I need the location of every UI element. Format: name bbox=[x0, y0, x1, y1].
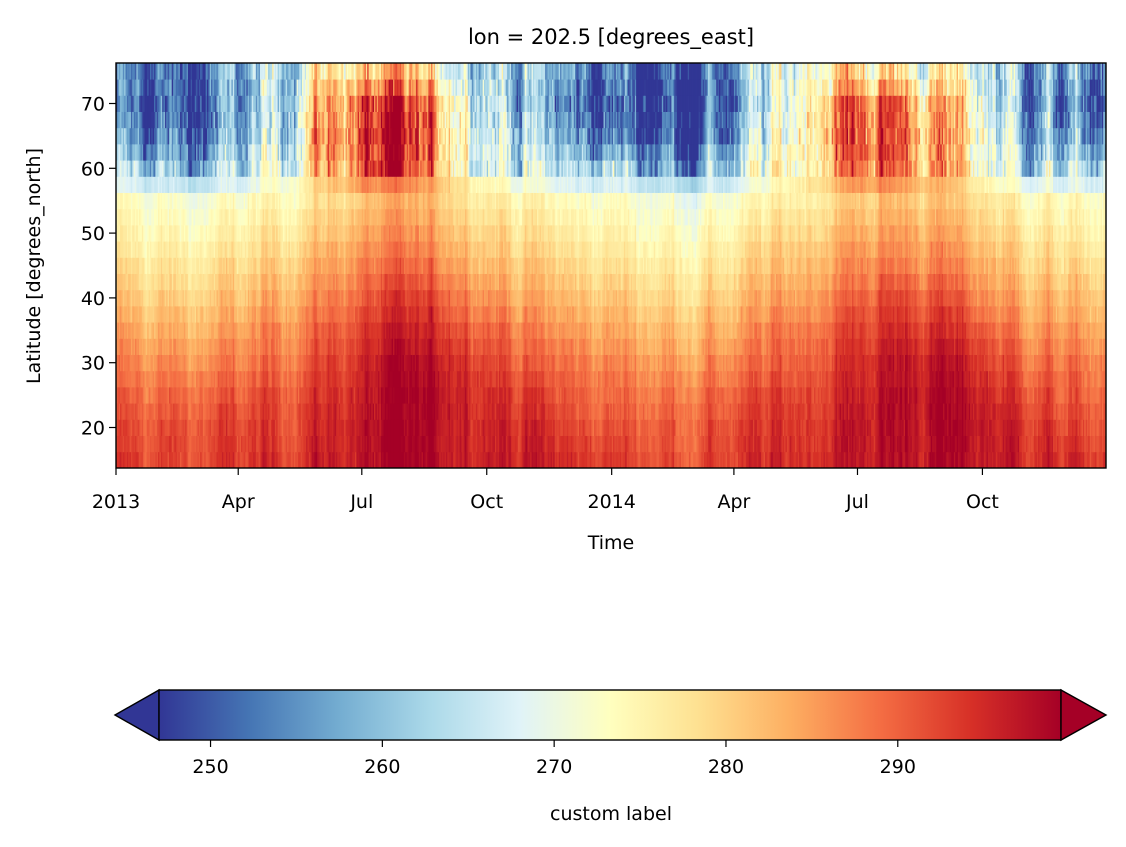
chart-title: lon = 202.5 [degrees_east] bbox=[468, 25, 754, 50]
heatmap-cells bbox=[116, 63, 1108, 468]
